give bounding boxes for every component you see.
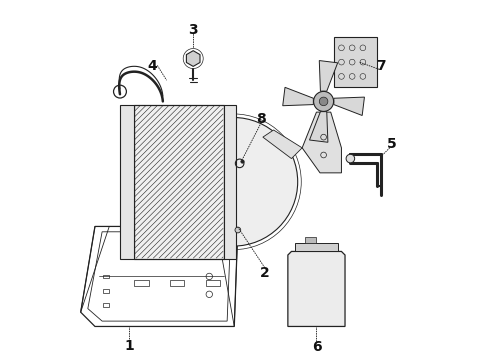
Bar — [134, 280, 148, 287]
Text: 3: 3 — [188, 23, 198, 37]
Bar — [206, 280, 220, 287]
Bar — [103, 289, 109, 293]
Circle shape — [241, 160, 245, 163]
Circle shape — [169, 117, 298, 246]
Bar — [223, 105, 236, 258]
Text: 6: 6 — [312, 340, 321, 354]
Polygon shape — [319, 60, 338, 91]
Circle shape — [346, 154, 355, 163]
Polygon shape — [302, 112, 342, 173]
Bar — [170, 280, 184, 287]
Bar — [103, 303, 109, 307]
Polygon shape — [283, 87, 313, 106]
Text: 8: 8 — [256, 112, 266, 126]
Circle shape — [314, 91, 334, 111]
Text: 4: 4 — [147, 59, 157, 73]
Polygon shape — [186, 51, 200, 66]
Text: 5: 5 — [387, 137, 396, 151]
Text: 1: 1 — [124, 339, 134, 353]
Circle shape — [235, 227, 241, 233]
Text: 2: 2 — [260, 266, 270, 280]
Bar — [134, 105, 223, 258]
Bar — [305, 237, 317, 243]
Bar — [120, 105, 134, 258]
Text: 7: 7 — [376, 59, 386, 73]
Bar — [295, 243, 338, 251]
Polygon shape — [310, 112, 328, 142]
Bar — [334, 37, 377, 87]
Polygon shape — [334, 97, 365, 116]
Polygon shape — [263, 130, 302, 158]
Circle shape — [319, 97, 328, 106]
Polygon shape — [288, 251, 345, 327]
Bar — [103, 275, 109, 278]
